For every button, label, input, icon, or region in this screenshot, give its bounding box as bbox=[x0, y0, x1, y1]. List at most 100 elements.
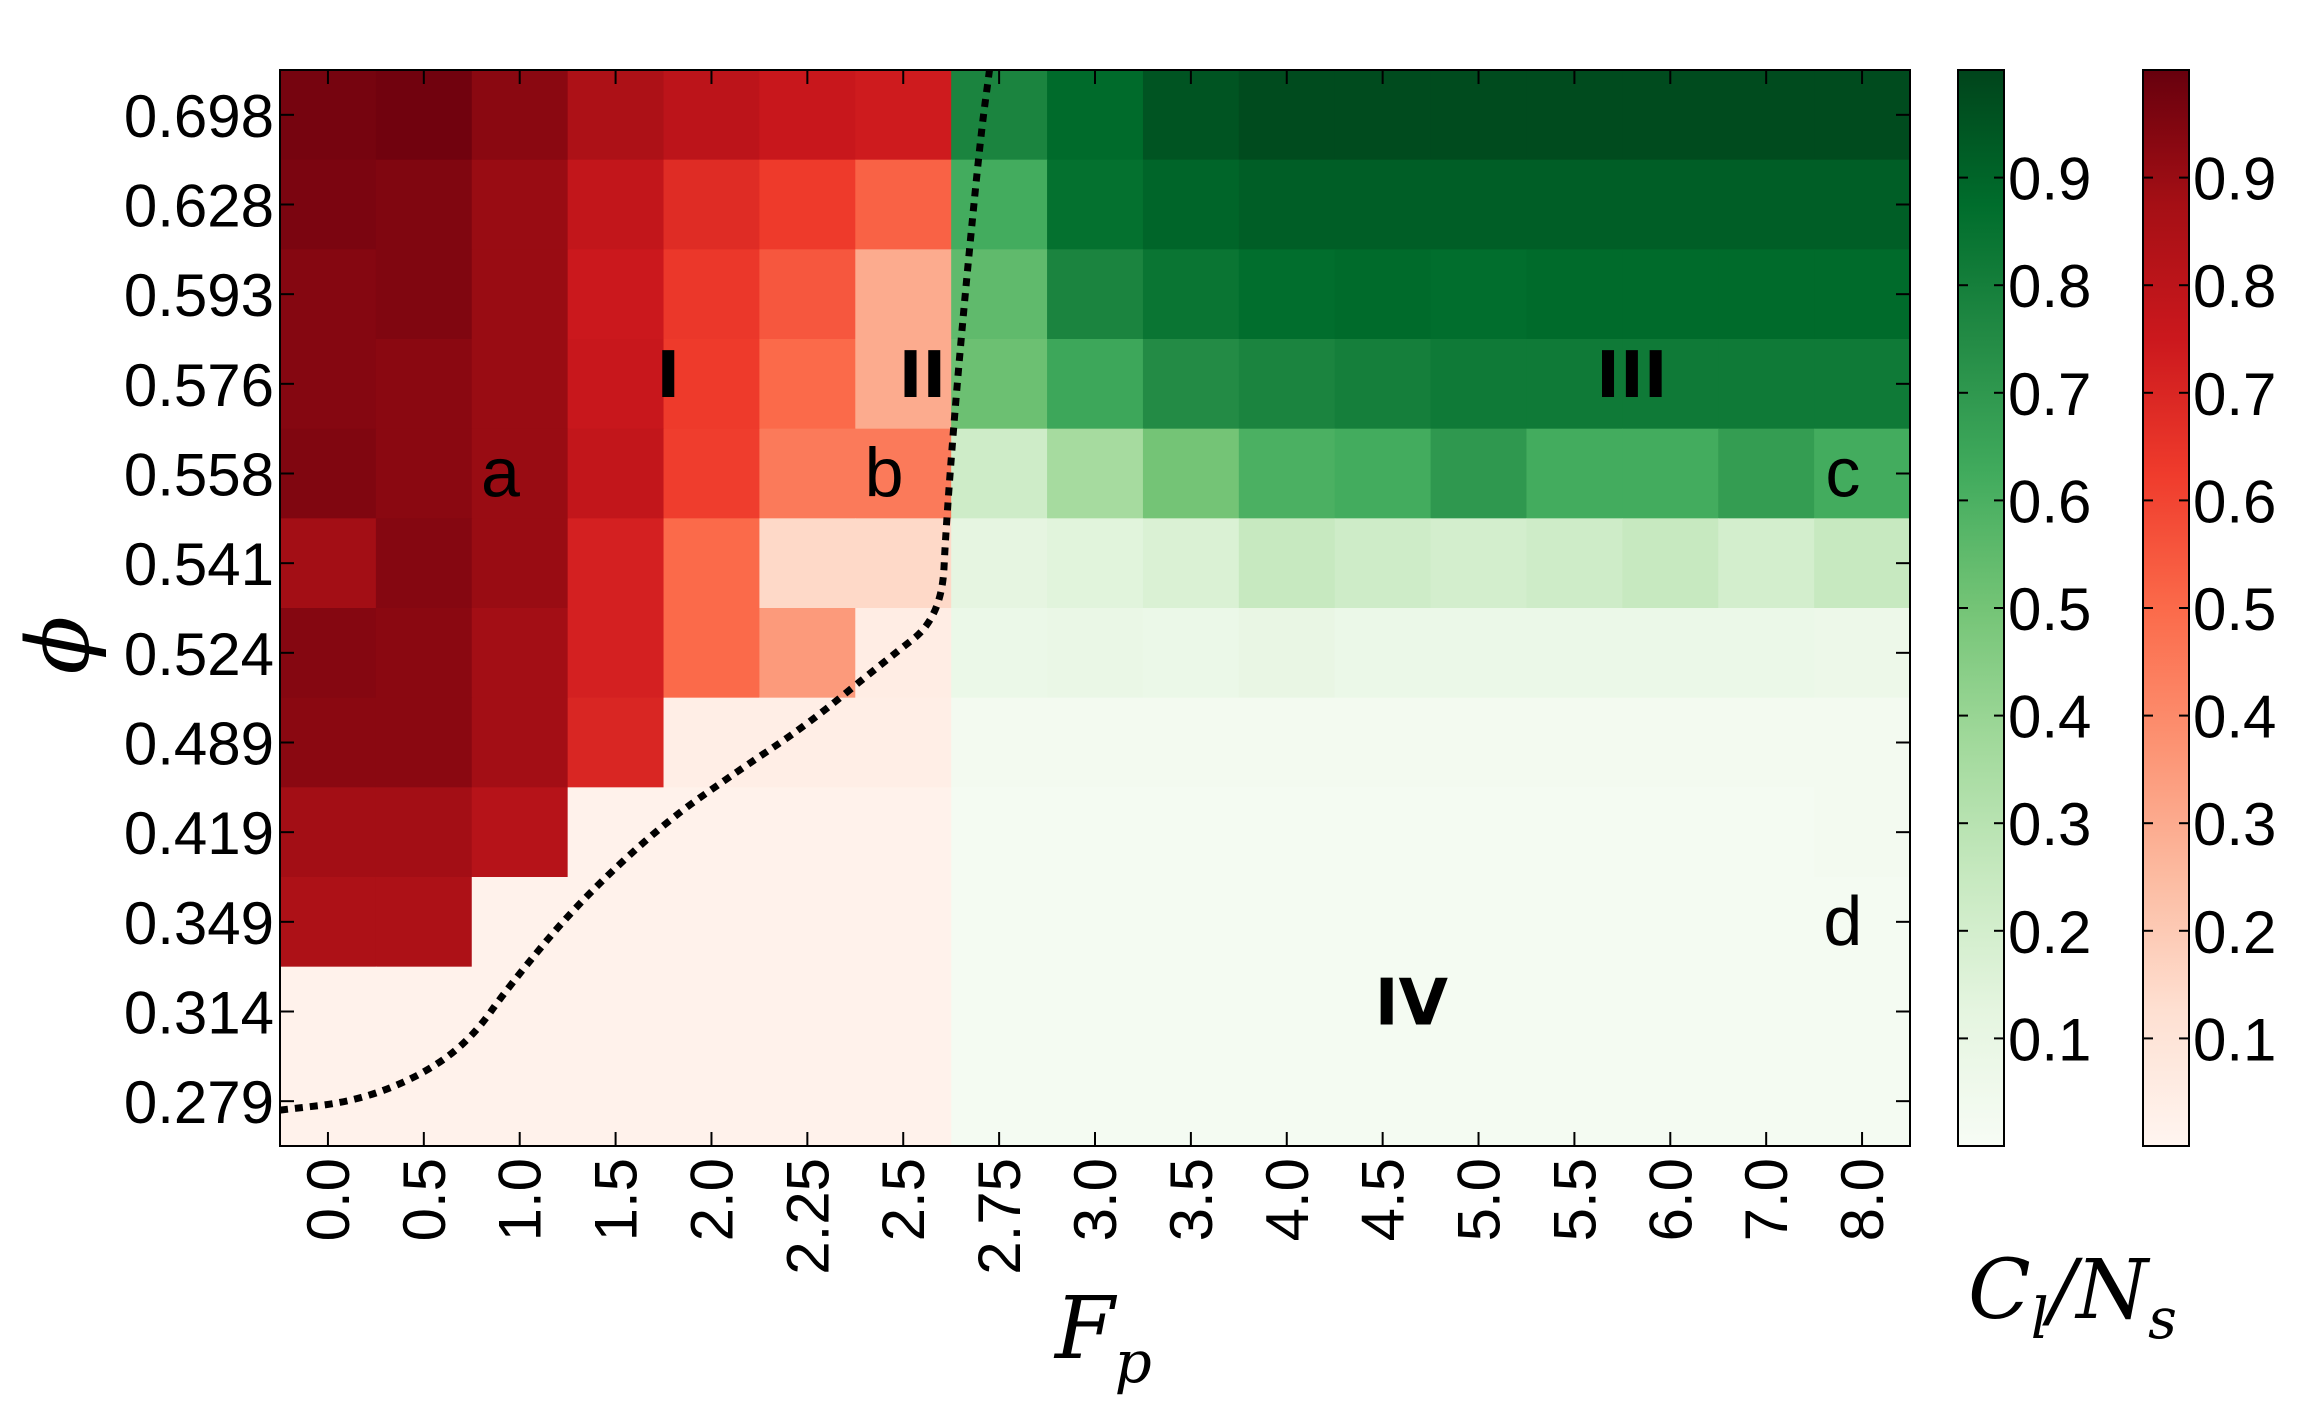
x-tick-label: 3.0 bbox=[1062, 1158, 1129, 1241]
heatmap-cell bbox=[1526, 428, 1623, 519]
heatmap-cell bbox=[1430, 608, 1528, 699]
colorbar-tick-label: 0.4 bbox=[2008, 684, 2091, 751]
colorbar-label-sub-l: l bbox=[2031, 1287, 2049, 1352]
heatmap-cell bbox=[375, 159, 473, 250]
x-tick-label: 6.0 bbox=[1637, 1158, 1704, 1241]
colorbar-label-slash: /N bbox=[2042, 1243, 2152, 1338]
heatmap-cell bbox=[663, 787, 761, 878]
colorbar-tick-label: 0.8 bbox=[2008, 253, 2091, 320]
colorbar-tick-label: 0.1 bbox=[2193, 1006, 2276, 1073]
heatmap-cell bbox=[1526, 249, 1623, 340]
x-tick-label: 5.0 bbox=[1446, 1158, 1513, 1241]
green-colorbar-ticks: 0.1 0.2 0.3 0.4 0.5 0.6 0.7 0.8 0.9 bbox=[1958, 146, 2091, 1073]
heatmap-cell bbox=[471, 697, 569, 788]
x-tick-label: 0.0 bbox=[295, 1158, 362, 1241]
heatmap-cell bbox=[1047, 428, 1144, 519]
y-tick-label: 0.524 bbox=[124, 621, 274, 688]
heatmap-cell bbox=[471, 518, 569, 609]
colorbar-tick-label: 0.2 bbox=[2193, 899, 2276, 966]
heatmap-cell bbox=[375, 249, 473, 340]
heatmap-cell bbox=[471, 428, 569, 519]
heatmap-cell bbox=[1622, 339, 1719, 430]
heatmap-cell bbox=[1334, 966, 1432, 1057]
y-tick-label: 0.419 bbox=[124, 800, 274, 867]
heatmap-cell bbox=[1814, 787, 1911, 878]
x-tick-label: 2.5 bbox=[870, 1158, 937, 1241]
heatmap-cell bbox=[1526, 608, 1623, 699]
heatmap-cell bbox=[1526, 966, 1623, 1057]
heatmap-cell bbox=[663, 1056, 761, 1147]
heatmap-cell bbox=[1430, 1056, 1528, 1147]
x-tick-label: 8.0 bbox=[1829, 1158, 1896, 1241]
heatmap-cell bbox=[1622, 787, 1719, 878]
y-tick-label: 0.314 bbox=[124, 980, 274, 1047]
heatmap-cell bbox=[1238, 877, 1336, 968]
heatmap-cell bbox=[567, 966, 665, 1057]
heatmap-cell bbox=[1142, 966, 1240, 1057]
heatmap-cell bbox=[280, 697, 377, 788]
heatmap-cell bbox=[951, 966, 1048, 1057]
heatmap-cell bbox=[1238, 608, 1336, 699]
heatmap-cell bbox=[567, 518, 665, 609]
heatmap-cell bbox=[567, 1056, 665, 1147]
heatmap-cell bbox=[1814, 249, 1911, 340]
heatmap-cell bbox=[1622, 697, 1719, 788]
heatmap-cell bbox=[1622, 518, 1719, 609]
heatmap-cell bbox=[1238, 518, 1336, 609]
heatmap-cell bbox=[280, 518, 377, 609]
heatmap-cell bbox=[1047, 787, 1144, 878]
x-tick-label: 2.25 bbox=[774, 1158, 841, 1275]
heatmap-cell bbox=[1238, 70, 1336, 161]
heatmap-cell bbox=[567, 339, 665, 430]
x-tick-label: 2.0 bbox=[679, 1158, 746, 1241]
heatmap-cell bbox=[855, 339, 952, 430]
red-colorbar: 0.1 0.2 0.3 0.4 0.5 0.6 0.7 0.8 0.9 bbox=[2142, 69, 2276, 1147]
heatmap-cell bbox=[855, 159, 952, 250]
heatmap-cell bbox=[1238, 339, 1336, 430]
heatmap-cell bbox=[567, 697, 665, 788]
heatmap-cell bbox=[375, 877, 473, 968]
colorbar-tick-label: 0.7 bbox=[2008, 361, 2091, 428]
heatmap-cell bbox=[663, 966, 761, 1057]
heatmap-cell bbox=[1526, 787, 1623, 878]
heatmap-cell bbox=[855, 697, 952, 788]
heatmap-cell bbox=[567, 159, 665, 250]
heatmap-cell bbox=[759, 70, 856, 161]
heatmap-cell bbox=[759, 1056, 856, 1147]
heatmap-cell bbox=[375, 70, 473, 161]
x-tick-label: 7.0 bbox=[1733, 1158, 1800, 1241]
heatmap-cell bbox=[1430, 159, 1528, 250]
region-label: I bbox=[656, 339, 680, 413]
heatmap-cell bbox=[1047, 608, 1144, 699]
heatmap-cell bbox=[759, 518, 856, 609]
point-label: b bbox=[865, 433, 904, 511]
heatmap-cell bbox=[1430, 339, 1528, 430]
x-tick-label: 1.5 bbox=[583, 1158, 650, 1241]
heatmap-cell bbox=[1814, 608, 1911, 699]
heatmap-cell bbox=[951, 787, 1048, 878]
heatmap-cell bbox=[1334, 249, 1432, 340]
y-axis-ticks: 0.698 0.628 0.593 0.576 0.558 0.541 0.524 0.489… bbox=[124, 83, 1910, 1136]
y-tick-label: 0.628 bbox=[124, 173, 274, 240]
colorbar-tick-label: 0.3 bbox=[2193, 791, 2276, 858]
heatmap-cell bbox=[855, 249, 952, 340]
heatmap-cell bbox=[1430, 518, 1528, 609]
y-tick-label: 0.558 bbox=[124, 442, 274, 509]
heatmap-cell bbox=[280, 159, 377, 250]
heatmap-cell bbox=[1334, 697, 1432, 788]
colorbar-tick-label: 0.6 bbox=[2193, 468, 2276, 535]
heatmap-cell bbox=[1047, 249, 1144, 340]
heatmap-cell bbox=[1142, 159, 1240, 250]
heatmap-cell bbox=[855, 518, 952, 609]
heatmap-cell bbox=[951, 159, 1048, 250]
heatmap-cell bbox=[1814, 518, 1911, 609]
heatmap-cell bbox=[951, 1056, 1048, 1147]
heatmap-cell bbox=[1334, 1056, 1432, 1147]
heatmap-cell bbox=[1334, 159, 1432, 250]
heatmap-cell bbox=[1142, 787, 1240, 878]
region-label: III bbox=[1596, 339, 1667, 413]
colorbar-label-sub-s: s bbox=[2148, 1287, 2177, 1352]
heatmap-cell bbox=[1142, 877, 1240, 968]
heatmap-cell bbox=[1047, 70, 1144, 161]
heatmap-cell bbox=[1622, 608, 1719, 699]
